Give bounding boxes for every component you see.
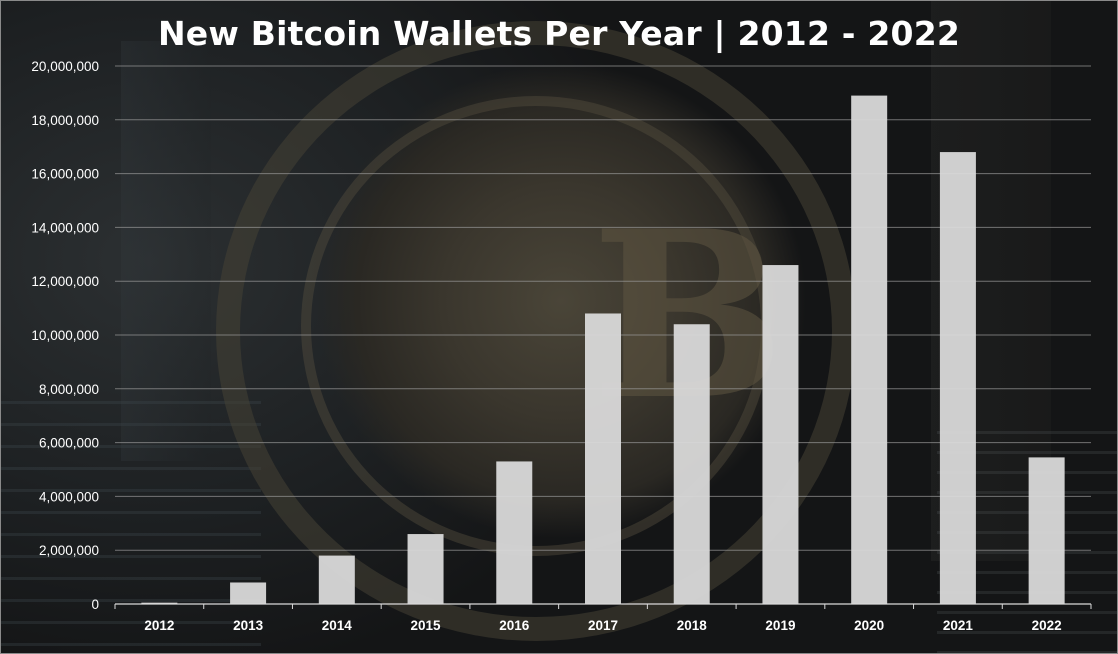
x-tick-label: 2015 xyxy=(411,618,442,633)
x-tick-label: 2016 xyxy=(499,618,530,633)
bar-2016 xyxy=(496,461,533,604)
y-tick-label: 16,000,000 xyxy=(31,167,99,182)
x-tick-label: 2021 xyxy=(943,618,974,633)
bar-2013 xyxy=(230,582,267,604)
x-tick-label: 2018 xyxy=(677,618,708,633)
bar-2017 xyxy=(585,313,621,604)
background-column-left xyxy=(121,41,211,461)
y-tick-label: 4,000,000 xyxy=(39,489,99,504)
x-tick-label: 2019 xyxy=(765,618,795,633)
y-tick-label: 14,000,000 xyxy=(31,220,99,235)
bar-2022 xyxy=(1028,457,1065,604)
y-tick-label: 0 xyxy=(91,597,99,612)
chart-title: New Bitcoin Wallets Per Year | 2012 - 20… xyxy=(157,14,961,53)
y-tick-label: 10,000,000 xyxy=(31,328,99,343)
y-tick-label: 8,000,000 xyxy=(39,382,99,397)
bars xyxy=(141,95,1065,605)
y-tick-label: 18,000,000 xyxy=(31,113,99,128)
x-tick-label: 2014 xyxy=(322,618,353,633)
x-tick-label: 2020 xyxy=(854,618,884,633)
bar-2014 xyxy=(318,555,355,604)
y-tick-label: 2,000,000 xyxy=(39,543,99,558)
x-tick-label: 2013 xyxy=(233,618,264,633)
bar-2015 xyxy=(407,534,444,604)
bar-2019 xyxy=(762,265,799,604)
y-tick-label: 12,000,000 xyxy=(31,274,99,289)
x-tick-label: 2017 xyxy=(588,618,618,633)
y-tick-label: 6,000,000 xyxy=(39,436,99,451)
y-tick-label: 20,000,000 xyxy=(31,59,99,74)
bar-2021 xyxy=(939,152,976,604)
bar-2018 xyxy=(673,324,710,604)
bar-2020 xyxy=(851,95,888,604)
x-axis: 2012 2013 2014 2015 2016 2017 2018 2019 2020 2021… xyxy=(114,603,1092,633)
x-tick-label: 2012 xyxy=(144,618,174,633)
x-tick-label: 2022 xyxy=(1032,618,1062,633)
gridlines xyxy=(115,65,1091,551)
y-axis: 0 2,000,000 4,000,000 6,000,000 8,000,000 10,… xyxy=(31,59,99,612)
